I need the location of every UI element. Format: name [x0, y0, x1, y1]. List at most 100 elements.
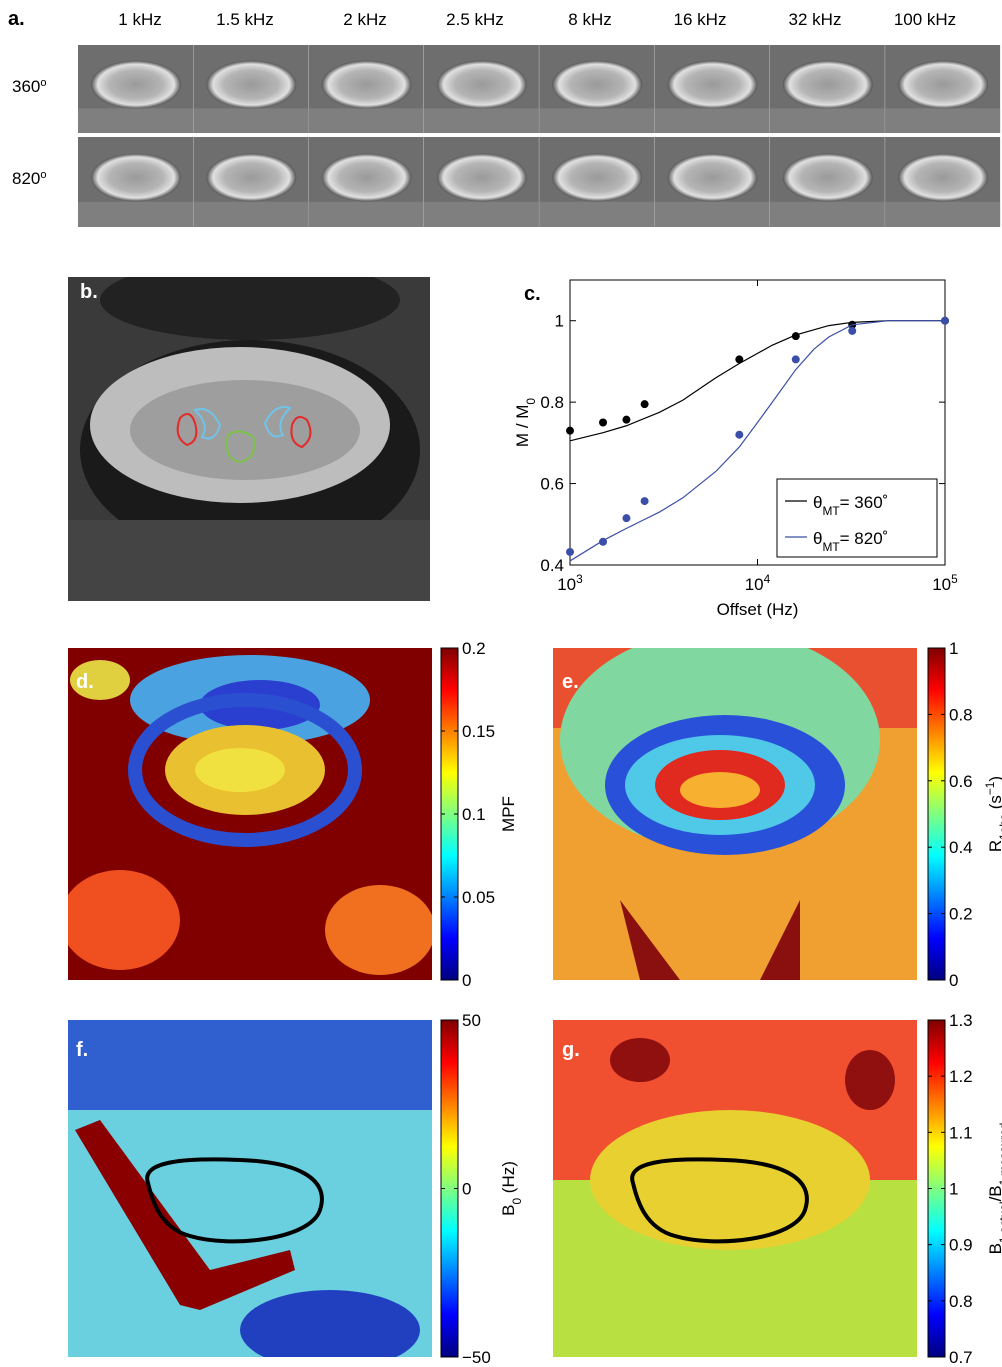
colorbar-tick-label: 0.15 — [462, 722, 495, 741]
colorbar-title: R1obs (s−1) — [983, 776, 1002, 852]
mri-tile-base — [193, 108, 309, 133]
mri-tile-cord — [321, 153, 412, 202]
colorbar-tick-label: −50 — [462, 1348, 491, 1367]
colorbar-tick-label: 0.05 — [462, 888, 495, 907]
data-point — [599, 537, 608, 546]
text-part: /B — [986, 1185, 1002, 1201]
colorbar-tick-label: 50 — [462, 1011, 481, 1030]
text-part: θ — [813, 493, 822, 512]
colorbar-title: B1,actual/B1,measured — [986, 1123, 1002, 1255]
panel-label: d. — [76, 671, 94, 693]
mri-tile-cord — [898, 153, 989, 202]
text-part: = 820˚ — [840, 529, 889, 548]
text-part: 360 — [12, 77, 40, 96]
colorbar-tick-label: 0.4 — [949, 838, 973, 857]
text-part: 10 — [932, 575, 951, 594]
y-axis-label: M / M0 — [513, 398, 538, 448]
column-header: 32 kHz — [789, 10, 842, 29]
mri-tile-base — [78, 108, 193, 133]
text-part: 820 — [12, 169, 40, 188]
data-point — [566, 547, 574, 556]
panel-label: e. — [562, 671, 579, 693]
data-point — [599, 418, 608, 427]
x-tick-label: 103 — [557, 572, 583, 594]
colorbar-tick-label: 0.2 — [949, 905, 973, 924]
mri-tile-cord — [782, 60, 873, 109]
y-tick-label: 1 — [555, 312, 564, 331]
text-part: 4 — [764, 572, 771, 586]
b0-map — [68, 1020, 432, 1357]
mri-tile-base — [539, 201, 655, 227]
x-tick-label: 105 — [932, 572, 958, 594]
panel-label: c. — [524, 283, 541, 305]
text-part: ) — [986, 776, 1002, 782]
y-tick-label: 0.6 — [540, 475, 564, 494]
column-header: 2.5 kHz — [446, 10, 504, 29]
mri-tile-cord — [436, 60, 527, 109]
colorbar-tick-label: 1 — [949, 1180, 958, 1199]
mri-tile-base — [308, 108, 424, 133]
colorbar — [927, 647, 946, 981]
mri-tile-base — [308, 201, 424, 227]
mri-tile-cord — [782, 153, 873, 202]
text-part: 0 — [524, 398, 538, 405]
colorbar-tick-label: 0.2 — [462, 639, 486, 658]
y-tick-label: 0.4 — [540, 556, 564, 575]
mri-tile-cord — [552, 60, 643, 109]
text-part: B — [499, 1205, 518, 1216]
column-header: 8 kHz — [568, 10, 611, 29]
mri-tile-base — [539, 108, 655, 133]
legend-box — [776, 478, 938, 558]
panel-label: g. — [562, 1039, 580, 1061]
mri-tile-base — [654, 108, 770, 133]
mri-tile-cord — [321, 60, 412, 109]
colorbar-tick-label: 0.8 — [949, 705, 973, 724]
mri-tile-cord — [91, 60, 181, 109]
mri-tile-cord — [552, 153, 643, 202]
colorbar-tick-label: 1.3 — [949, 1011, 973, 1030]
mri-image — [68, 277, 430, 601]
mri-tile-base — [423, 201, 539, 227]
text-part: (s — [986, 795, 1002, 814]
text-part: 1,measured — [997, 1123, 1002, 1186]
colorbar-title: B0 (Hz) — [499, 1161, 524, 1216]
data-point — [848, 326, 857, 335]
colorbar-tick-label: 0.8 — [949, 1292, 973, 1311]
mri-tile-base — [885, 108, 1001, 133]
colorbar-tick-label: 0 — [949, 971, 958, 990]
text-part: 1,actual — [997, 1201, 1002, 1243]
colorbar-title: MPF — [499, 796, 518, 832]
text-part: MT — [822, 540, 839, 554]
mri-tile-base — [885, 201, 1001, 227]
data-point — [622, 415, 631, 424]
text-part: R — [986, 840, 1002, 852]
colorbar-tick-label: 1 — [949, 639, 958, 658]
text-part: MPF — [499, 796, 518, 832]
text-part: −1 — [983, 781, 997, 795]
colorbar-tick-label: 0.9 — [949, 1236, 973, 1255]
mri-tile-cord — [667, 60, 758, 109]
mri-tile-cord — [206, 60, 297, 109]
colorbar-tick-label: 0 — [462, 971, 471, 990]
mri-tile-base — [769, 108, 885, 133]
legend-entry: θMT= 820˚ — [813, 529, 888, 554]
text-part: θ — [813, 529, 822, 548]
colorbar-tick-label: 0.6 — [949, 772, 973, 791]
colorbar-tick-label: 0 — [462, 1180, 471, 1199]
text-part: 3 — [576, 572, 583, 586]
b1-map — [553, 1020, 917, 1357]
text-part: = 360˚ — [840, 493, 889, 512]
text-part: o — [40, 77, 46, 89]
r1-map — [553, 648, 917, 980]
text-part: (Hz) — [499, 1161, 518, 1198]
panel-label: b. — [80, 281, 98, 303]
data-point — [735, 355, 744, 364]
colorbar-tick-label: 1.1 — [949, 1123, 973, 1142]
text-part: MT — [822, 504, 839, 518]
text-part: 10 — [745, 575, 764, 594]
mri-tile-cord — [898, 60, 989, 109]
row-label: 360o — [12, 77, 47, 96]
column-header: 16 kHz — [674, 10, 727, 29]
mri-tile-base — [78, 201, 193, 227]
